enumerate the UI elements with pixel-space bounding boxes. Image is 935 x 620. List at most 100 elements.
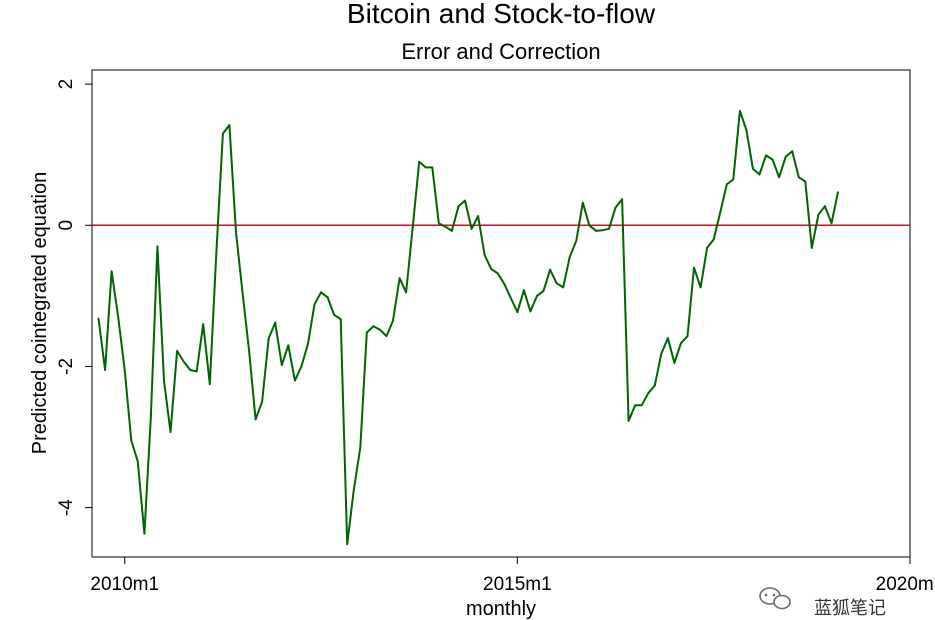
- data-point: [163, 379, 165, 382]
- data-point: [765, 154, 767, 157]
- data-point: [830, 222, 833, 225]
- data-point: [208, 383, 211, 385]
- data-point: [379, 328, 381, 331]
- data-point: [365, 331, 368, 334]
- data-point: [130, 439, 133, 442]
- data-point: [339, 318, 342, 320]
- data-point: [457, 205, 460, 208]
- data-point: [267, 337, 270, 340]
- data-point: [274, 321, 277, 324]
- data-point: [437, 222, 440, 225]
- data-point: [523, 289, 525, 292]
- series-line: [97, 109, 839, 546]
- data-point: [562, 286, 565, 289]
- x-tick-label: 2015m1: [483, 574, 552, 595]
- data-point: [725, 183, 728, 186]
- data-point: [673, 362, 676, 364]
- data-point: [810, 247, 813, 249]
- data-point: [143, 532, 146, 535]
- data-point: [837, 191, 839, 194]
- data-point: [712, 238, 715, 241]
- data-point: [784, 155, 787, 158]
- x-tick-label: 2010m1: [90, 574, 159, 595]
- data-point: [195, 370, 198, 373]
- data-point: [392, 319, 394, 322]
- data-point: [693, 266, 695, 269]
- data-point: [169, 431, 172, 433]
- data-point: [614, 206, 617, 209]
- data-point: [104, 369, 106, 371]
- data-point: [385, 335, 388, 337]
- data-point: [222, 132, 224, 135]
- data-point: [451, 230, 453, 232]
- data-point: [424, 166, 427, 169]
- data-point: [405, 291, 407, 294]
- data-point: [490, 268, 493, 270]
- data-point: [699, 286, 702, 289]
- data-point: [496, 272, 499, 275]
- data-point: [320, 291, 322, 294]
- data-point: [536, 295, 538, 297]
- data-point: [215, 252, 218, 255]
- data-point: [509, 297, 512, 299]
- y-axis: 2 0 -2 -4: [56, 79, 92, 516]
- data-point: [241, 291, 244, 294]
- data-point: [627, 419, 630, 422]
- data-point: [634, 404, 637, 407]
- watermark-text: 蓝狐笔记: [814, 598, 886, 619]
- data-point: [477, 215, 479, 218]
- data-point: [411, 226, 414, 229]
- data-point: [431, 166, 434, 169]
- data-point: [156, 245, 159, 248]
- data-point: [346, 543, 349, 546]
- y-axis-label: Predicted cointegrated equation: [29, 172, 51, 454]
- data-point: [307, 342, 309, 345]
- data-point: [680, 342, 682, 344]
- y-tick-label: -4: [56, 499, 77, 516]
- y-tick-label: -2: [56, 358, 77, 375]
- data-point: [660, 352, 663, 355]
- data-point: [568, 256, 571, 258]
- data-point: [758, 173, 761, 176]
- data-point: [117, 316, 120, 318]
- data-point: [804, 180, 807, 183]
- data-point: [549, 268, 551, 271]
- series-points: [97, 110, 839, 546]
- data-point: [719, 211, 722, 214]
- data-point: [189, 369, 192, 371]
- data-point: [464, 199, 466, 202]
- data-point: [647, 392, 650, 395]
- data-point: [123, 369, 126, 371]
- data-point: [686, 335, 689, 337]
- data-point: [294, 379, 296, 382]
- data-point: [176, 350, 179, 352]
- data-point: [150, 414, 152, 417]
- data-point: [797, 176, 800, 179]
- plot-frame: [91, 69, 911, 558]
- x-axis-label: monthly: [466, 598, 536, 620]
- data-point: [136, 460, 139, 463]
- data-point: [313, 303, 316, 306]
- data-point: [254, 418, 257, 421]
- data-point: [97, 317, 100, 320]
- data-point: [483, 254, 486, 256]
- data-point: [333, 314, 335, 316]
- data-point: [588, 224, 591, 227]
- data-point: [110, 270, 113, 273]
- data-point: [824, 205, 826, 208]
- data-point: [280, 364, 283, 366]
- data-point: [732, 178, 735, 181]
- data-point: [372, 325, 375, 328]
- data-point: [398, 277, 401, 280]
- chart-title: Bitcoin and Stock-to-flow: [347, 0, 656, 29]
- data-point: [739, 110, 741, 112]
- data-point: [470, 227, 473, 230]
- data-point: [542, 290, 545, 292]
- data-point: [529, 310, 532, 313]
- data-point: [326, 296, 329, 299]
- data-point: [182, 360, 185, 363]
- data-point: [228, 124, 231, 126]
- data-point: [287, 344, 290, 347]
- data-point: [418, 160, 421, 163]
